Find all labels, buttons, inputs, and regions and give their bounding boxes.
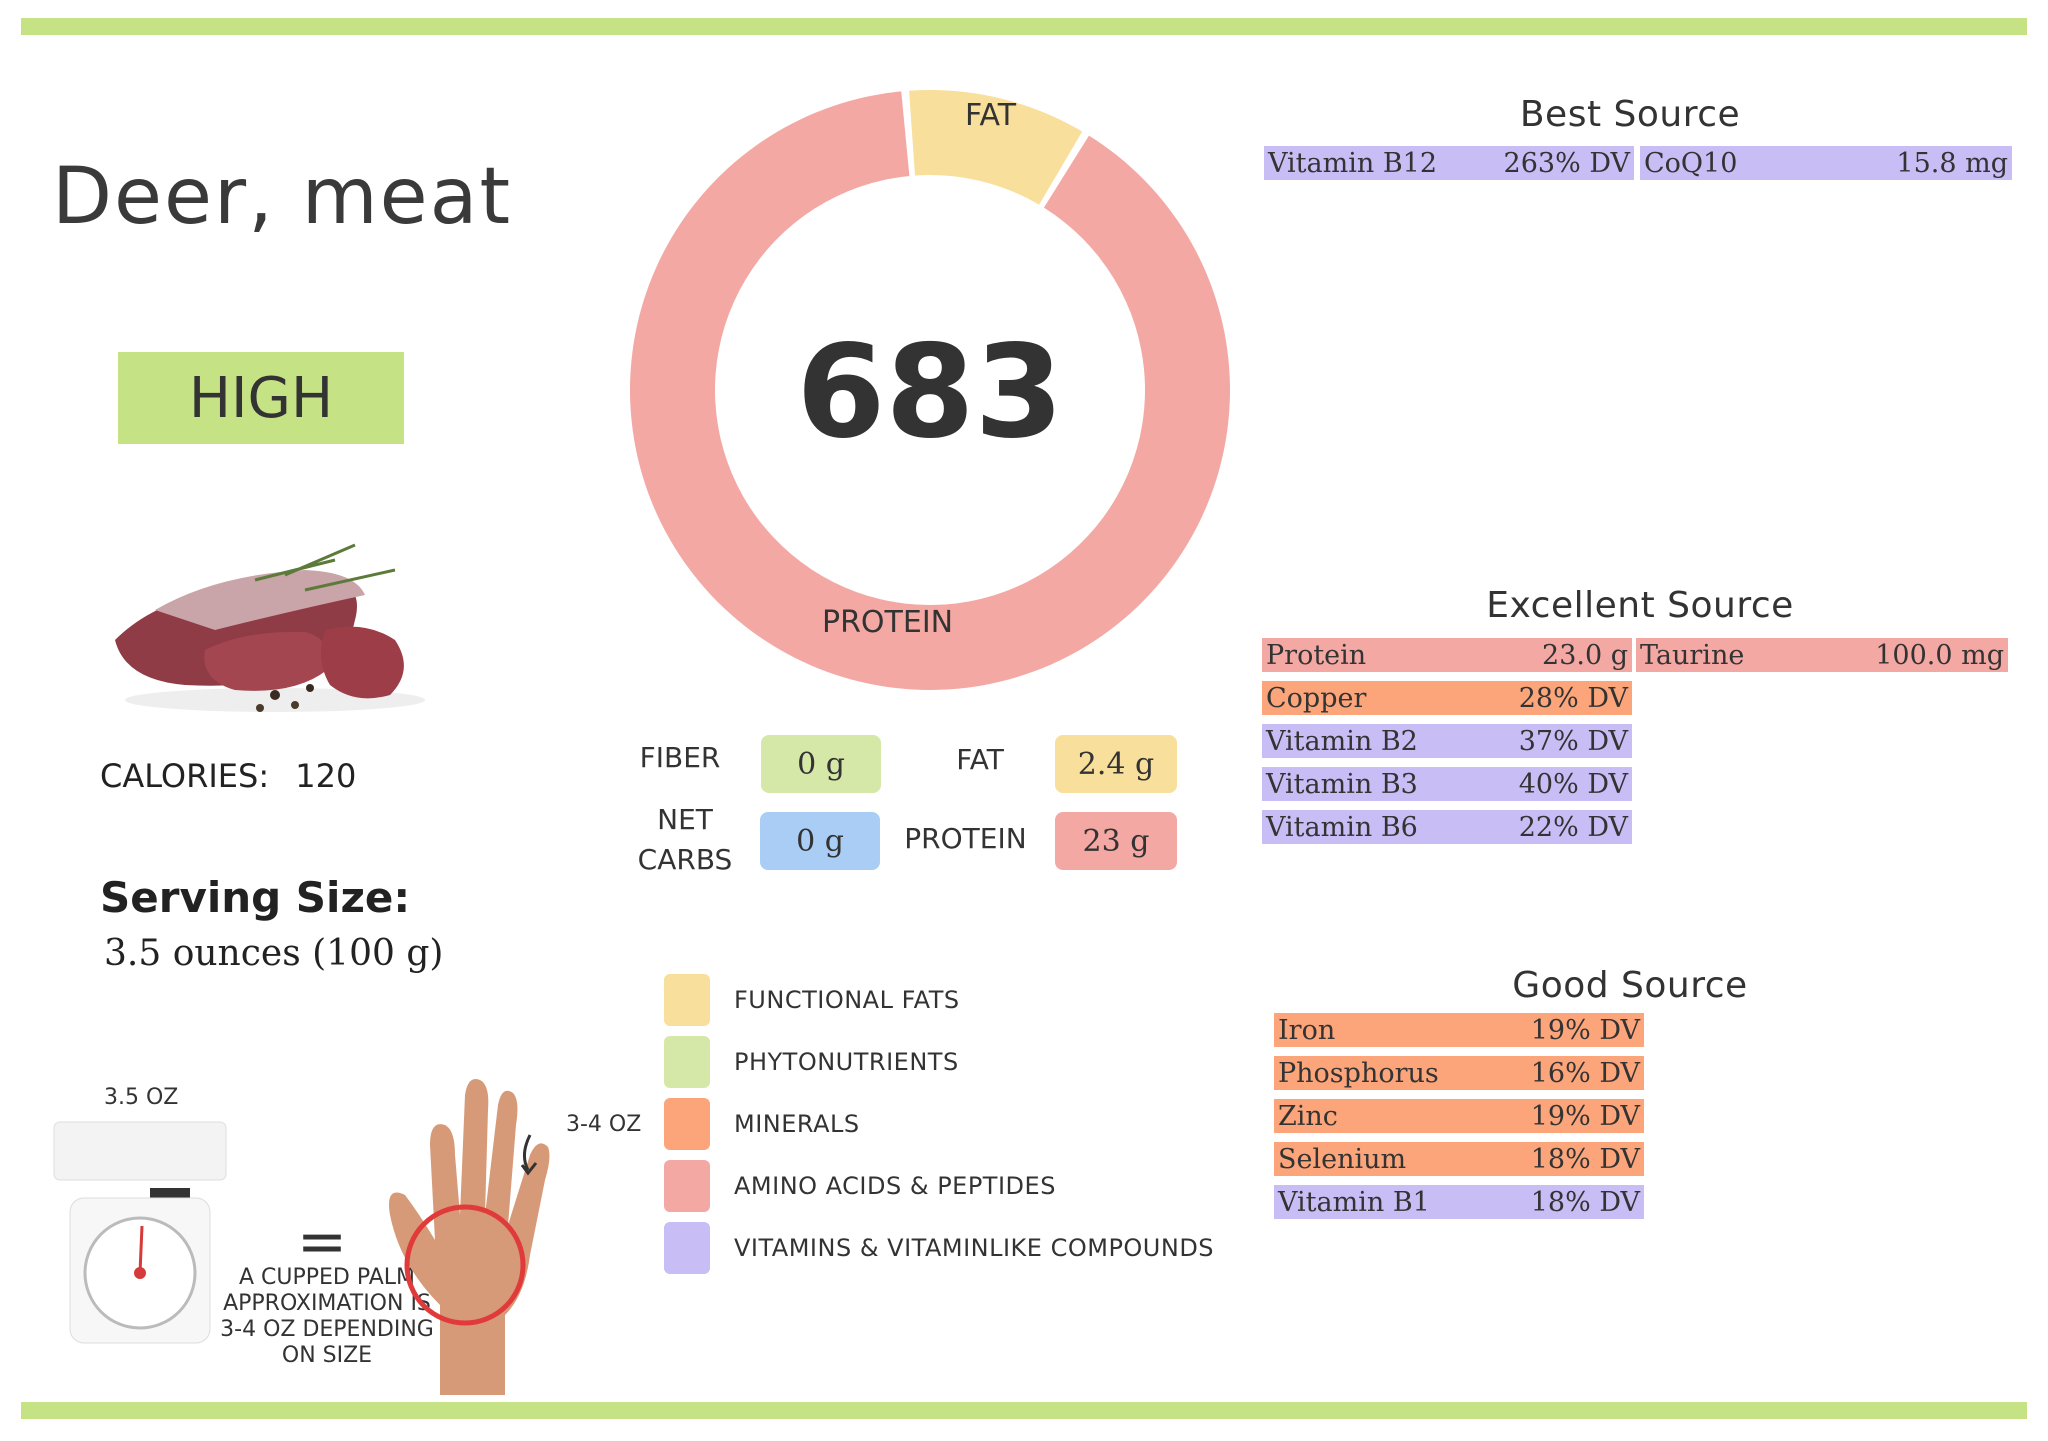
nutrient-name: Zinc xyxy=(1278,1100,1338,1132)
excellent-source-row: Vitamin B3 40% DV xyxy=(1262,767,1632,801)
nutrient-value: 19% DV xyxy=(1530,1100,1640,1132)
good-source-row: Selenium 18% DV xyxy=(1274,1142,1644,1176)
kitchen-scale-icon xyxy=(53,1121,227,1344)
calories-label: CALORIES: xyxy=(100,757,270,795)
nutrient-name: Vitamin B1 xyxy=(1278,1186,1430,1218)
serving-size-value: 3.5 ounces (100 g) xyxy=(104,933,444,974)
palm-caption-line: APPROXIMATION IS xyxy=(223,1291,431,1316)
legend-swatch xyxy=(664,974,710,1026)
top-accent-bar xyxy=(21,18,2027,35)
nutrient-value: 22% DV xyxy=(1518,811,1628,843)
legend-label: AMINO ACIDS & PEPTIDES xyxy=(734,1172,1056,1200)
best-source-row: Vitamin B12 263% DV xyxy=(1264,146,1634,180)
donut-label-fat: FAT xyxy=(965,98,1017,133)
nutrient-name: Vitamin B6 xyxy=(1266,811,1418,843)
nutrient-name: Selenium xyxy=(1278,1143,1407,1175)
legend-label: MINERALS xyxy=(734,1110,860,1138)
nutrient-name: Copper xyxy=(1266,682,1367,714)
nutrient-value: 100.0 mg xyxy=(1875,639,2004,671)
level-badge: HIGH xyxy=(118,352,404,444)
legend-swatch xyxy=(664,1160,710,1212)
nutrient-value: 23.0 g xyxy=(1542,639,1628,671)
legend-label: VITAMINS & VITAMINLIKE COMPOUNDS xyxy=(734,1234,1215,1262)
excellent-source-row: Vitamin B6 22% DV xyxy=(1262,810,1632,844)
palm-label: 3-4 OZ xyxy=(566,1112,642,1137)
nutrient-value: 40% DV xyxy=(1518,768,1628,800)
nutrient-value: 16% DV xyxy=(1530,1057,1640,1089)
legend-swatch xyxy=(664,1098,710,1150)
net-carbs-label-line1: NET xyxy=(657,803,713,836)
bottom-accent-bar xyxy=(21,1402,2027,1419)
palm-caption-line: A CUPPED PALM xyxy=(238,1265,416,1290)
nutrient-name: Iron xyxy=(1278,1014,1336,1046)
good-source-row: Zinc 19% DV xyxy=(1274,1099,1644,1133)
food-title: Deer, meat xyxy=(52,152,513,242)
fat-label: FAT xyxy=(956,743,1004,776)
fiber-value: 0 g xyxy=(761,735,881,793)
excellent-source-row: Protein 23.0 g xyxy=(1262,638,1632,672)
nutrient-value: 37% DV xyxy=(1518,725,1628,757)
net-carbs-value: 0 g xyxy=(760,812,880,870)
meat-image xyxy=(115,543,425,712)
best-source-row: CoQ10 15.8 mg xyxy=(1640,146,2012,180)
net-carbs-label: NET CARBS xyxy=(630,800,740,880)
serving-size-label: Serving Size: xyxy=(100,873,411,922)
good-source-row: Iron 19% DV xyxy=(1274,1013,1644,1047)
legend-label: PHYTONUTRIENTS xyxy=(734,1048,959,1076)
calories: CALORIES: 120 xyxy=(100,757,356,795)
nutrient-value: 28% DV xyxy=(1518,682,1628,714)
nutrient-name: Phosphorus xyxy=(1278,1057,1439,1089)
scale-label: 3.5 OZ xyxy=(104,1085,179,1110)
excellent-source-row: Copper 28% DV xyxy=(1262,681,1632,715)
palm-caption: A CUPPED PALM APPROXIMATION IS 3-4 OZ DE… xyxy=(212,1265,442,1369)
protein-label: PROTEIN xyxy=(904,822,1027,855)
legend-swatch xyxy=(664,1036,710,1088)
donut-segments xyxy=(630,90,1230,691)
nutrient-name: Vitamin B3 xyxy=(1266,768,1418,800)
excellent-source-row: Taurine 100.0 mg xyxy=(1636,638,2008,672)
nutrient-name: Protein xyxy=(1266,639,1367,671)
legend-item: VITAMINS & VITAMINLIKE COMPOUNDS xyxy=(664,1222,1214,1274)
excellent-source-title: Excellent Source xyxy=(1486,585,1794,626)
palm-caption-line: ON SIZE xyxy=(281,1343,373,1368)
legend-swatch xyxy=(664,1222,710,1274)
legend-item: AMINO ACIDS & PEPTIDES xyxy=(664,1160,1214,1212)
nutrient-value: 18% DV xyxy=(1530,1143,1640,1175)
donut-center-value: 683 xyxy=(796,318,1064,467)
legend-item: PHYTONUTRIENTS xyxy=(664,1036,1214,1088)
nutrient-name: Vitamin B12 xyxy=(1268,147,1438,179)
best-source-title: Best Source xyxy=(1519,94,1741,135)
donut-label-protein: PROTEIN xyxy=(822,605,954,640)
equals-sign: = xyxy=(296,1207,348,1277)
good-source-row: Phosphorus 16% DV xyxy=(1274,1056,1644,1090)
net-carbs-label-line2: CARBS xyxy=(637,843,733,876)
good-source-row: Vitamin B1 18% DV xyxy=(1274,1185,1644,1219)
nutrient-name: CoQ10 xyxy=(1644,147,1738,179)
fiber-label: FIBER xyxy=(639,741,721,774)
donut-segment-fat xyxy=(909,90,1083,205)
calories-value: 120 xyxy=(295,757,357,795)
nutrient-value: 263% DV xyxy=(1503,147,1630,179)
nutrient-name: Taurine xyxy=(1640,639,1745,671)
nutrient-value: 18% DV xyxy=(1530,1186,1640,1218)
protein-value: 23 g xyxy=(1055,812,1177,870)
nutrient-value: 15.8 mg xyxy=(1896,147,2008,179)
legend-item: MINERALS xyxy=(664,1098,1214,1150)
legend: FUNCTIONAL FATS PHYTONUTRIENTS MINERALS … xyxy=(664,974,1214,1274)
macro-donut-chart xyxy=(630,90,1230,691)
nutrient-value: 19% DV xyxy=(1530,1014,1640,1046)
legend-label: FUNCTIONAL FATS xyxy=(734,986,960,1014)
fat-value: 2.4 g xyxy=(1055,735,1177,793)
good-source-title: Good Source xyxy=(1512,965,1748,1006)
excellent-source-row: Vitamin B2 37% DV xyxy=(1262,724,1632,758)
nutrient-name: Vitamin B2 xyxy=(1266,725,1418,757)
hand-palm-icon xyxy=(389,1079,550,1395)
legend-item: FUNCTIONAL FATS xyxy=(664,974,1214,1026)
palm-caption-line: 3-4 OZ DEPENDING xyxy=(220,1317,434,1342)
